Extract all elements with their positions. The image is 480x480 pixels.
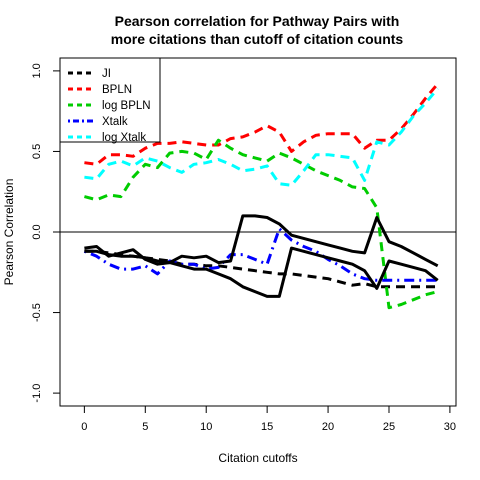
y-tick-label: -1.0 [31,384,43,403]
chart-title-line-2: more citations than cutoff of citation c… [111,31,404,47]
series-line-unlabeled-5 [84,214,439,268]
plot-content [60,82,456,310]
legend-label-bpln: BPLN [102,84,132,96]
x-tick-label: 0 [81,421,87,433]
x-axis: 0 5 10 15 20 25 30 [81,405,456,433]
x-tick-label: 20 [322,421,334,433]
series-line-log-xtalk [84,87,439,187]
y-tick-label: 0.0 [31,224,43,239]
legend: JI BPLN log BPLN Xtalk log Xtalk [59,57,161,144]
chart-title-line-1: Pearson correlation for Pathway Pairs wi… [115,13,400,29]
x-tick-label: 10 [200,421,212,433]
y-axis: -1.0 -0.5 0.0 0.5 1.0 [31,63,61,403]
series-line-log-bpln [84,138,439,310]
legend-label-log-xtalk: log Xtalk [102,132,146,144]
x-tick-label: 5 [142,421,148,433]
legend-box [59,57,161,143]
y-tick-label: 0.5 [31,144,43,159]
x-tick-label: 15 [261,421,273,433]
y-tick-label: 1.0 [31,63,43,78]
series-line-unlabeled-6 [84,246,439,298]
legend-label-ji: JI [102,68,111,80]
y-axis-label: Pearson Correlation [2,179,16,286]
x-tick-label: 30 [444,421,456,433]
legend-label-xtalk: Xtalk [102,116,128,128]
x-tick-label: 25 [383,421,395,433]
x-axis-label: Citation cutoffs [218,451,297,465]
legend-label-log-bpln: log BPLN [102,100,151,112]
y-tick-label: -0.5 [31,303,43,322]
series-line-bpln [84,82,439,166]
